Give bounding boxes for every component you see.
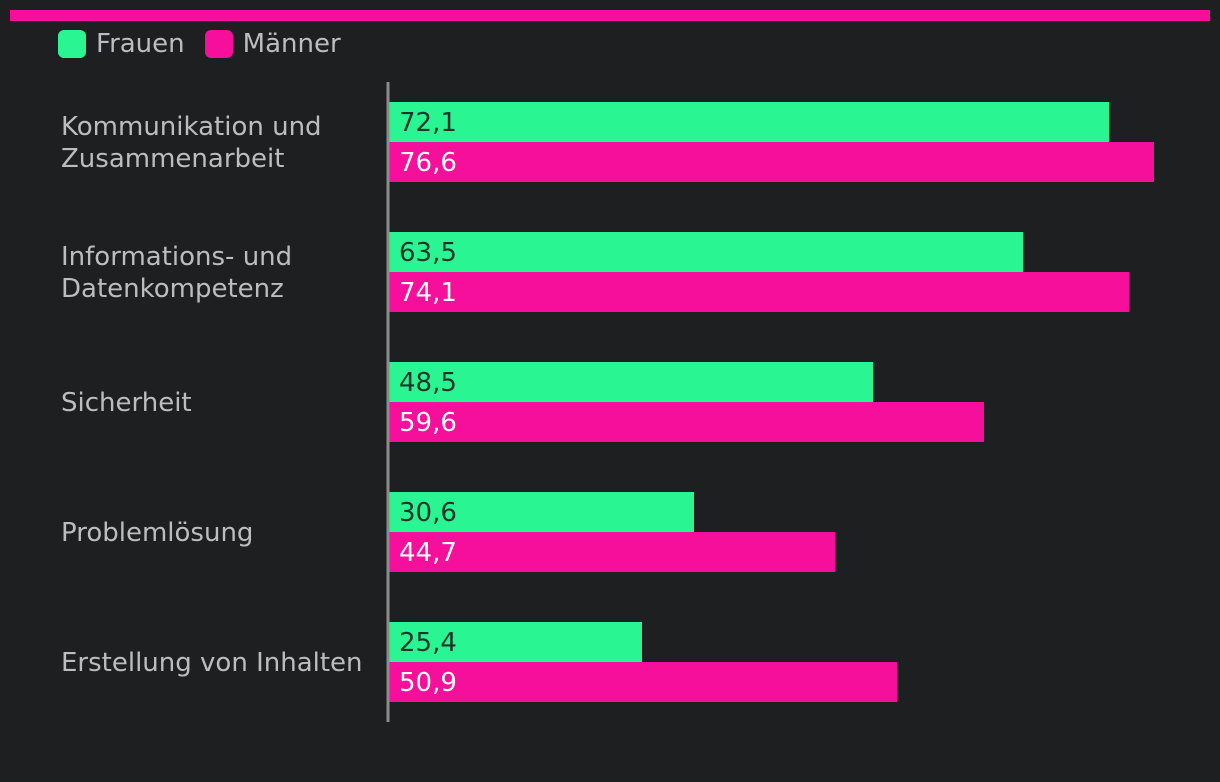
legend-label-maenner: Männer [242,29,341,59]
value-label-maenner: 74,1 [399,278,457,308]
bar-frauen[interactable] [388,102,1109,142]
category-label: Sicherheit [61,388,192,418]
bar-maenner[interactable] [388,272,1129,312]
value-label-maenner: 76,6 [399,148,457,178]
category-label: Kommunikation und Zusammenarbeit [61,112,322,174]
bar-frauen[interactable] [388,622,642,662]
bar-maenner[interactable] [388,662,897,702]
value-label-maenner: 59,6 [399,408,457,438]
value-label-frauen: 48,5 [399,368,457,398]
bar-frauen[interactable] [388,362,873,402]
legend-item-frauen[interactable]: Frauen [58,30,185,58]
bar-maenner[interactable] [388,532,835,572]
value-label-maenner: 50,9 [399,668,457,698]
legend: Frauen Männer [58,28,361,60]
value-label-frauen: 72,1 [399,108,457,138]
top-accent-bar [10,10,1210,21]
legend-item-maenner[interactable]: Männer [204,29,341,59]
value-label-frauen: 25,4 [399,628,457,658]
value-label-maenner: 44,7 [399,538,457,568]
bar-frauen[interactable] [388,492,694,532]
value-label-frauen: 63,5 [399,238,457,268]
value-label-frauen: 30,6 [399,498,457,528]
legend-swatch-maenner [204,30,233,58]
legend-swatch-frauen [58,30,86,58]
category-label: Erstellung von Inhalten [61,648,363,678]
bar-frauen[interactable] [388,232,1023,272]
bar-maenner[interactable] [388,142,1154,182]
category-label: Problemlösung [61,518,253,548]
bar-maenner[interactable] [388,402,984,442]
legend-label-frauen: Frauen [96,29,185,59]
category-label: Informations- und Datenkompetenz [61,242,292,304]
